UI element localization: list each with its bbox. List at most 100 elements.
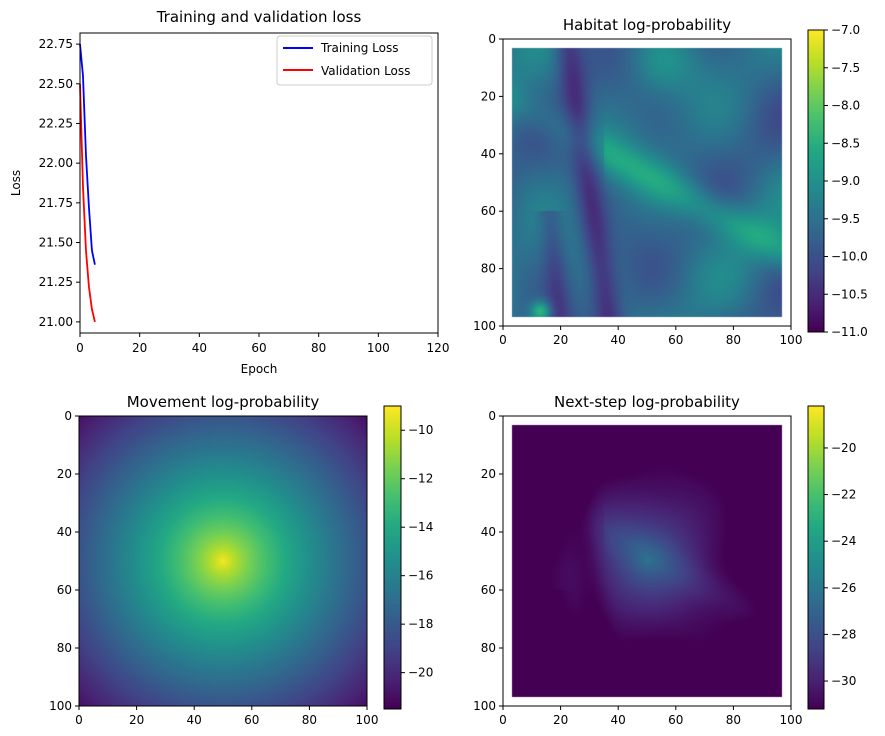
- legend-box: [276, 35, 433, 86]
- habitat-colorbar-tick-label: −7.5: [831, 61, 860, 75]
- habitat-heatmap: Habitat log-probability 0 20 40 60 80 1000204…: [473, 16, 868, 347]
- movement-colorbar-tick-label: −20: [408, 666, 433, 680]
- movement-x-tick-label: 0: [75, 713, 83, 727]
- next-step-x-tick-label: 80: [726, 713, 741, 727]
- habitat-colorbar-tick-label: −9.0: [831, 174, 860, 188]
- loss-chart-title: Training and validation loss: [156, 8, 362, 26]
- habitat-colorbar: [808, 30, 824, 332]
- next-step-colorbar: [808, 406, 824, 709]
- loss-x-tick-label: 60: [251, 341, 266, 355]
- movement-x-tick-label: 100: [356, 713, 379, 727]
- loss-legend: Training Loss Validation Loss: [276, 35, 433, 86]
- next-step-x-tick-label: 40: [611, 713, 626, 727]
- movement-x-tick-label: 40: [187, 713, 202, 727]
- habitat-x-tick-label: 40: [611, 333, 626, 347]
- loss-x-tick-label: 40: [192, 341, 207, 355]
- next-step-y-tick-label: 20: [481, 467, 496, 481]
- next-step-y-tick-label: 60: [481, 583, 496, 597]
- loss-y-tick-label: 21.25: [39, 275, 73, 289]
- habitat-colorbar-tick-label: −8.5: [831, 136, 860, 150]
- loss-x-tick-label: 100: [367, 341, 390, 355]
- habitat-frame: [502, 38, 792, 327]
- habitat-y-tick-label: 0: [488, 32, 496, 46]
- next-step-y-tick-label: 80: [481, 641, 496, 655]
- next-step-image: [503, 416, 791, 706]
- movement-colorbar-tick-label: −12: [408, 472, 433, 486]
- habitat-y-tick-label: 80: [481, 262, 496, 276]
- movement-colorbar-tick-label: −18: [408, 617, 433, 631]
- habitat-title: Habitat log-probability: [563, 16, 731, 34]
- movement-heatmap: Movement log-probability 0 20 40 60 80 100020…: [49, 393, 433, 727]
- movement-colorbar: [384, 406, 401, 709]
- habitat-y-tick-label: 100: [473, 319, 496, 333]
- movement-colorbar-tick-label: −10: [408, 423, 433, 437]
- habitat-y-tick-label: 20: [481, 89, 496, 103]
- movement-x-tick-label: 20: [129, 713, 144, 727]
- legend-label-training: Training Loss: [320, 41, 398, 55]
- habitat-y-tick-label: 40: [481, 147, 496, 161]
- habitat-colorbar-tick-label: −10.5: [831, 287, 868, 301]
- movement-y-tick-label: 0: [64, 409, 72, 423]
- movement-frame: [78, 415, 368, 707]
- movement-y-tick-label: 40: [57, 525, 72, 539]
- loss-y-tick-label: 22.00: [39, 156, 73, 170]
- next-step-colorbar-tick-label: −22: [831, 488, 856, 502]
- habitat-image: [503, 39, 791, 326]
- loss-x-tick-label: 0: [76, 341, 84, 355]
- habitat-y-tick-label: 60: [481, 204, 496, 218]
- next-step-x-tick-label: 0: [499, 713, 507, 727]
- habitat-colorbar-tick-label: −8.0: [831, 99, 860, 113]
- next-step-y-tick-label: 100: [473, 699, 496, 713]
- next-step-x-tick-label: 20: [553, 713, 568, 727]
- movement-y-tick-label: 100: [49, 699, 72, 713]
- loss-plot-frame: [79, 32, 439, 334]
- next-step-y-tick-label: 0: [488, 409, 496, 423]
- habitat-colorbar-tick-label: −7.0: [831, 23, 860, 37]
- next-step-colorbar-tick-label: −30: [831, 674, 856, 688]
- legend-label-validation: Validation Loss: [321, 64, 410, 78]
- movement-x-tick-label: 60: [244, 713, 259, 727]
- loss-x-tick-label: 80: [311, 341, 326, 355]
- loss-x-tick-label: 120: [427, 341, 450, 355]
- loss-y-axis-label: Loss: [9, 170, 23, 196]
- loss-chart: Training and validation loss Epoch Loss …: [9, 8, 449, 376]
- movement-y-tick-label: 80: [57, 641, 72, 655]
- movement-colorbar-tick-label: −16: [408, 569, 433, 583]
- next-step-colorbar-tick-label: −24: [831, 534, 856, 548]
- habitat-x-tick-label: 60: [668, 333, 683, 347]
- loss-x-axis-label: Epoch: [241, 362, 278, 376]
- loss-y-tick-label: 22.25: [39, 116, 73, 130]
- habitat-x-tick-label: 80: [726, 333, 741, 347]
- loss-y-tick-label: 22.50: [39, 77, 73, 91]
- habitat-colorbar-tick-label: −10.0: [831, 250, 868, 264]
- next-step-colorbar-tick-label: −20: [831, 441, 856, 455]
- movement-y-tick-label: 60: [57, 583, 72, 597]
- habitat-x-tick-label: 20: [553, 333, 568, 347]
- movement-image: [79, 416, 367, 706]
- habitat-x-tick-label: 100: [780, 333, 803, 347]
- next-step-colorbar-tick-label: −26: [831, 581, 856, 595]
- next-step-y-tick-label: 40: [481, 525, 496, 539]
- next-step-x-tick-label: 60: [668, 713, 683, 727]
- next-step-x-tick-label: 100: [780, 713, 803, 727]
- loss-x-tick-label: 20: [132, 341, 147, 355]
- habitat-colorbar-tick-label: −11.0: [831, 325, 868, 339]
- movement-colorbar-frame: [383, 405, 402, 710]
- movement-colorbar-tick-label: −14: [408, 520, 433, 534]
- movement-title: Movement log-probability: [127, 393, 320, 411]
- loss-y-tick-label: 21.50: [39, 236, 73, 250]
- habitat-colorbar-tick-label: −9.5: [831, 212, 860, 226]
- next-step-frame: [502, 415, 792, 707]
- next-step-title: Next-step log-probability: [554, 393, 740, 411]
- next-step-heatmap: Next-step log-probability 0 20 40 60 80 10002…: [473, 393, 856, 727]
- next-step-colorbar-frame: [807, 405, 825, 710]
- next-step-colorbar-tick-label: −28: [831, 627, 856, 641]
- habitat-x-tick-label: 0: [499, 333, 507, 347]
- validation-loss-line: [79, 83, 96, 323]
- movement-x-tick-label: 80: [302, 713, 317, 727]
- movement-y-tick-label: 20: [57, 467, 72, 481]
- loss-y-tick-label: 21.75: [39, 196, 73, 210]
- loss-y-tick-label: 22.75: [39, 37, 73, 51]
- training-loss-line: [79, 44, 96, 265]
